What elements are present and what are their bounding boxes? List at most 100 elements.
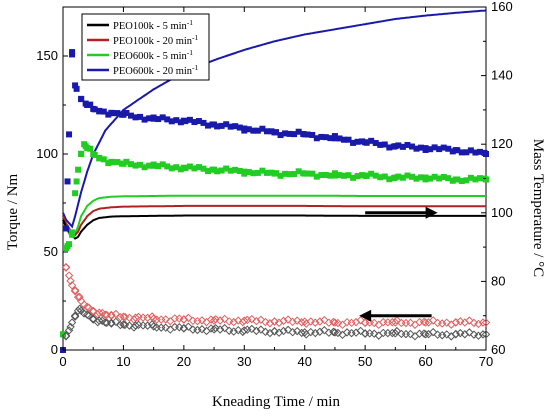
torque-point xyxy=(93,310,102,319)
torque-point xyxy=(127,112,134,119)
torque-point xyxy=(315,317,325,326)
torque-point xyxy=(132,114,139,121)
x-tick-label: 50 xyxy=(358,354,372,369)
torque-point xyxy=(123,110,130,117)
torque-point xyxy=(372,172,379,179)
torque-point xyxy=(105,160,112,167)
torque-point xyxy=(320,315,329,325)
torque-point xyxy=(329,317,338,327)
torque-point xyxy=(101,310,110,319)
torque-point xyxy=(73,306,83,316)
torque-point xyxy=(256,325,266,334)
torque-point xyxy=(472,149,479,156)
torque-point xyxy=(205,168,212,175)
torque-point xyxy=(401,318,411,328)
x-tick-label: 10 xyxy=(116,354,130,369)
torque-point xyxy=(197,325,207,334)
torque-point xyxy=(69,51,76,58)
torque-point xyxy=(413,175,420,182)
torque-point xyxy=(66,131,73,138)
torque-point xyxy=(273,129,280,136)
torque-point xyxy=(72,190,79,197)
torque-point xyxy=(263,169,270,176)
torque-point xyxy=(277,132,284,139)
torque-point xyxy=(311,328,320,338)
torque-point xyxy=(223,121,230,128)
torque-point xyxy=(431,144,438,151)
torque-point xyxy=(241,170,248,177)
torque-point xyxy=(381,141,388,148)
torque-point xyxy=(119,312,128,321)
torque-point xyxy=(463,149,470,156)
torque-point xyxy=(125,321,134,330)
legend-label: PEO600k - 20 min-1 xyxy=(113,63,199,77)
torque-point xyxy=(476,148,483,155)
torque-point xyxy=(177,119,184,126)
torque-point xyxy=(445,145,452,152)
torque-point xyxy=(73,85,80,92)
torque-point xyxy=(184,313,193,323)
torque-point xyxy=(454,147,461,154)
torque-point xyxy=(336,172,343,179)
torque-point xyxy=(320,325,329,335)
legend-label: PEO100k - 5 min-1 xyxy=(113,18,193,32)
torque-point xyxy=(309,170,316,177)
torque-point xyxy=(306,327,315,337)
y-left-tick-label: 150 xyxy=(36,48,58,63)
torque-point xyxy=(82,100,89,107)
torque-point xyxy=(186,163,193,170)
torque-point xyxy=(107,319,116,328)
torque-point xyxy=(377,174,384,181)
torque-point xyxy=(161,323,170,332)
torque-point xyxy=(63,225,70,232)
torque-point xyxy=(234,316,243,325)
torque-point xyxy=(91,151,98,158)
torque-point xyxy=(245,169,252,176)
y-right-tick-label: 80 xyxy=(491,273,505,288)
torque-point xyxy=(331,133,338,140)
torque-point xyxy=(404,141,411,148)
temperature-line xyxy=(62,214,486,240)
y-left-tick-label: 0 xyxy=(51,342,58,357)
torque-point xyxy=(70,286,80,295)
y-axis-left-title: Torque / Nm xyxy=(5,173,21,250)
torque-point xyxy=(209,121,216,128)
torque-point xyxy=(143,321,152,330)
torque-point xyxy=(291,131,298,138)
torque-point xyxy=(340,136,347,143)
torque-point xyxy=(247,314,257,324)
torque-point xyxy=(408,173,415,180)
torque-point xyxy=(481,330,491,339)
torque-point xyxy=(75,166,82,173)
torque-point xyxy=(318,133,325,140)
torque-point xyxy=(195,164,202,171)
torque-point xyxy=(173,164,180,171)
arrow-head xyxy=(425,206,438,219)
torque-point xyxy=(141,116,148,123)
torque-point xyxy=(164,163,171,170)
torque-point xyxy=(288,317,297,327)
torque-point xyxy=(91,106,98,113)
torque-point xyxy=(458,149,465,156)
torque-point xyxy=(350,174,357,181)
torque-point xyxy=(182,165,189,172)
torque-point xyxy=(481,318,491,327)
torque-point xyxy=(234,325,243,335)
torque-point xyxy=(292,316,302,325)
torque-point xyxy=(379,317,388,327)
torque-point xyxy=(232,166,239,173)
torque-point xyxy=(150,161,157,168)
torque-point xyxy=(191,165,198,172)
torque-point xyxy=(472,176,479,183)
torque-point xyxy=(227,167,234,174)
torque-point xyxy=(155,116,162,123)
torque-point xyxy=(214,123,221,130)
torque-point xyxy=(101,318,110,327)
torque-point xyxy=(211,315,220,324)
torque-point xyxy=(345,172,352,179)
torque-point xyxy=(177,166,184,173)
y-axis-right-title: Mass Temperature / °C xyxy=(530,139,546,277)
torque-point xyxy=(107,318,116,328)
torque-point xyxy=(123,158,130,165)
torque-point xyxy=(282,170,289,177)
